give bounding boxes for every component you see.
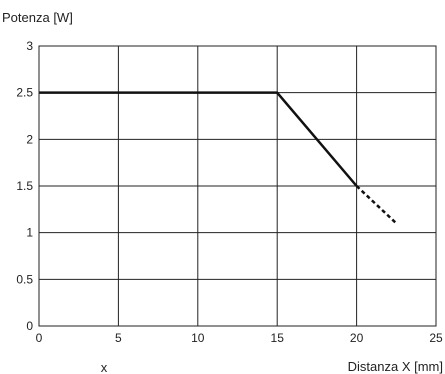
y-axis-title: Potenza [W]: [2, 10, 73, 25]
series-line-extrapolated: [355, 185, 398, 225]
x-tick-label: 20: [350, 331, 364, 345]
plot-frame: [38, 45, 437, 327]
x-tick-label: 0: [36, 331, 43, 345]
series-lines: [39, 91, 398, 225]
y-tick-label: 1.5: [16, 179, 33, 193]
y-tick-label: 0.5: [16, 272, 33, 286]
y-tick-label: 0: [26, 319, 33, 333]
x-tick-label: 25: [429, 331, 443, 345]
x-tick-label: 15: [271, 331, 285, 345]
tick-labels: 0 5 10 15 20 25 0 0.5 1 1.5 2 2.5 3: [16, 39, 443, 345]
y-tick-label: 2.5: [16, 86, 33, 100]
y-tick-label: 2: [26, 132, 33, 146]
grid: [38, 45, 437, 327]
y-tick-label: 3: [26, 39, 33, 53]
x-tick-label: 5: [115, 331, 122, 345]
series-line: [39, 91, 358, 187]
x-tick-label: 10: [191, 331, 205, 345]
y-tick-label: 1: [26, 226, 33, 240]
x-axis-title: Distanza X [mm]: [348, 359, 443, 374]
x-axis-footnote: x: [101, 360, 108, 374]
